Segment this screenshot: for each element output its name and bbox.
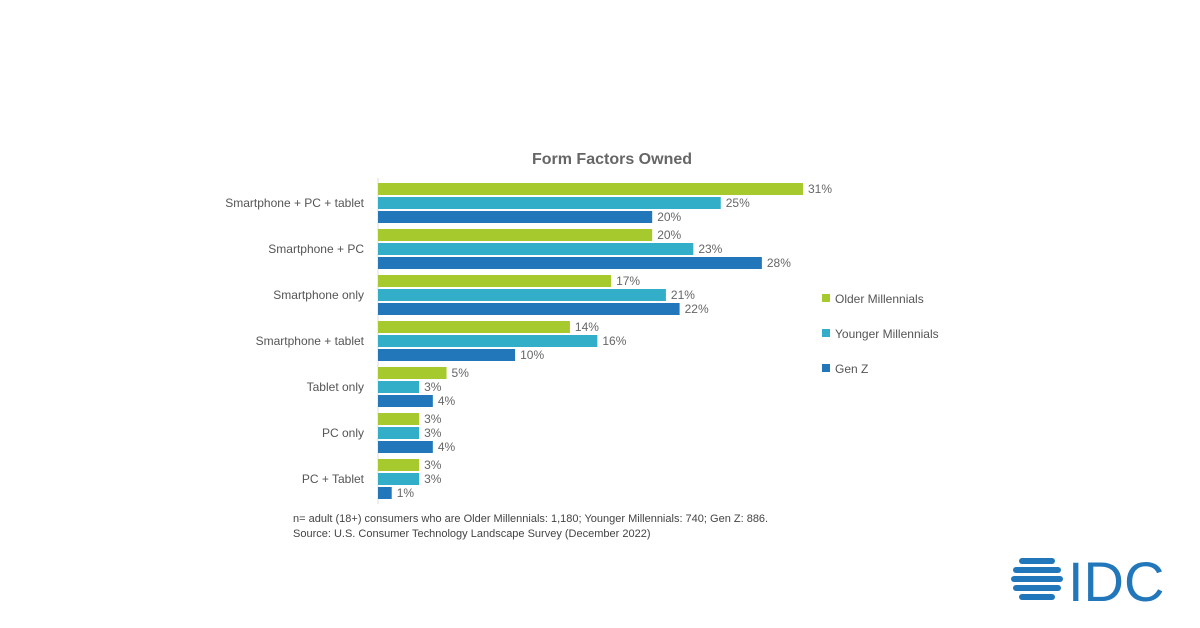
bar [378, 381, 420, 393]
logo-text: IDC [1068, 556, 1164, 606]
bar [378, 427, 420, 439]
bar [378, 349, 516, 361]
legend-swatch [822, 329, 830, 337]
data-label: 1% [397, 486, 415, 500]
footnote: n= adult (18+) consumers who are Older M… [293, 512, 768, 542]
bar [378, 395, 433, 407]
category-label: Smartphone only [273, 288, 364, 302]
bar [378, 229, 653, 241]
data-label: 22% [685, 302, 709, 316]
bar [378, 487, 392, 499]
data-label: 4% [438, 440, 456, 454]
globe-icon [1011, 558, 1063, 600]
data-label: 14% [575, 320, 599, 334]
data-label: 25% [726, 196, 750, 210]
data-label: 3% [424, 380, 442, 394]
data-label: 20% [657, 210, 681, 224]
data-label: 28% [767, 256, 791, 270]
data-label: 5% [452, 366, 470, 380]
idc-logo: IDC [1011, 556, 1164, 606]
data-label: 31% [808, 182, 832, 196]
bar [378, 473, 420, 485]
legend-swatch [822, 294, 830, 302]
footnote-source: Source: U.S. Consumer Technology Landsca… [293, 528, 651, 540]
bar [378, 183, 803, 195]
legend-label: Gen Z [835, 362, 868, 376]
data-label: 3% [424, 412, 442, 426]
bar [378, 321, 570, 333]
data-label: 3% [424, 426, 442, 440]
bar [378, 441, 433, 453]
legend-swatch [822, 364, 830, 372]
bar [378, 413, 420, 425]
bar [378, 289, 666, 301]
category-label: Smartphone + PC + tablet [225, 196, 364, 210]
data-label: 20% [657, 228, 681, 242]
legend-label: Older Millennials [835, 292, 924, 306]
bar [378, 257, 762, 269]
bar [378, 197, 721, 209]
bar [378, 459, 420, 471]
data-label: 10% [520, 348, 544, 362]
bar [378, 243, 694, 255]
category-label: Tablet only [307, 380, 364, 394]
data-label: 16% [602, 334, 626, 348]
footnote-sample: n= adult (18+) consumers who are Older M… [293, 513, 769, 525]
category-label: PC only [322, 426, 364, 440]
data-label: 3% [424, 458, 442, 472]
data-label: 4% [438, 394, 456, 408]
category-label: Smartphone + tablet [256, 334, 365, 348]
bar [378, 211, 653, 223]
data-label: 3% [424, 472, 442, 486]
legend-label: Younger Millennials [835, 327, 939, 341]
chart-title: Form Factors Owned [531, 151, 693, 168]
category-label: Smartphone + PC [268, 242, 364, 256]
bar [378, 367, 447, 379]
bar [378, 303, 680, 315]
data-label: 21% [671, 288, 695, 302]
category-label: PC + Tablet [302, 472, 365, 486]
data-label: 23% [698, 242, 722, 256]
bar [378, 275, 612, 287]
data-label: 17% [616, 274, 640, 288]
bar [378, 335, 598, 347]
